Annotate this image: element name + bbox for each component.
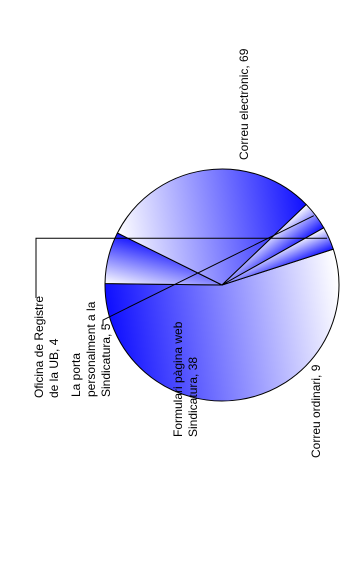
- leader-line: [102, 215, 315, 326]
- slice-label: Formulari pàgina webSindicatura, 38: [171, 321, 200, 437]
- pie-slice: [221, 227, 334, 286]
- pie-slice: [116, 168, 307, 286]
- slice-label: La portapersonalment a laSindicatura, 5: [69, 301, 113, 397]
- pie-slices: [104, 168, 340, 402]
- slice-label: Correu electrònic, 69: [237, 48, 251, 160]
- slice-label: Oficina de Registrede la UB, 4: [32, 296, 61, 398]
- pie-slice: [104, 248, 340, 402]
- slice-labels: Correu electrònic, 69 Correu ordinari, 9 F…: [32, 48, 323, 458]
- slice-label: Correu ordinari, 9: [309, 364, 323, 458]
- leader-lines: [35, 215, 328, 326]
- leader-line: [35, 237, 328, 298]
